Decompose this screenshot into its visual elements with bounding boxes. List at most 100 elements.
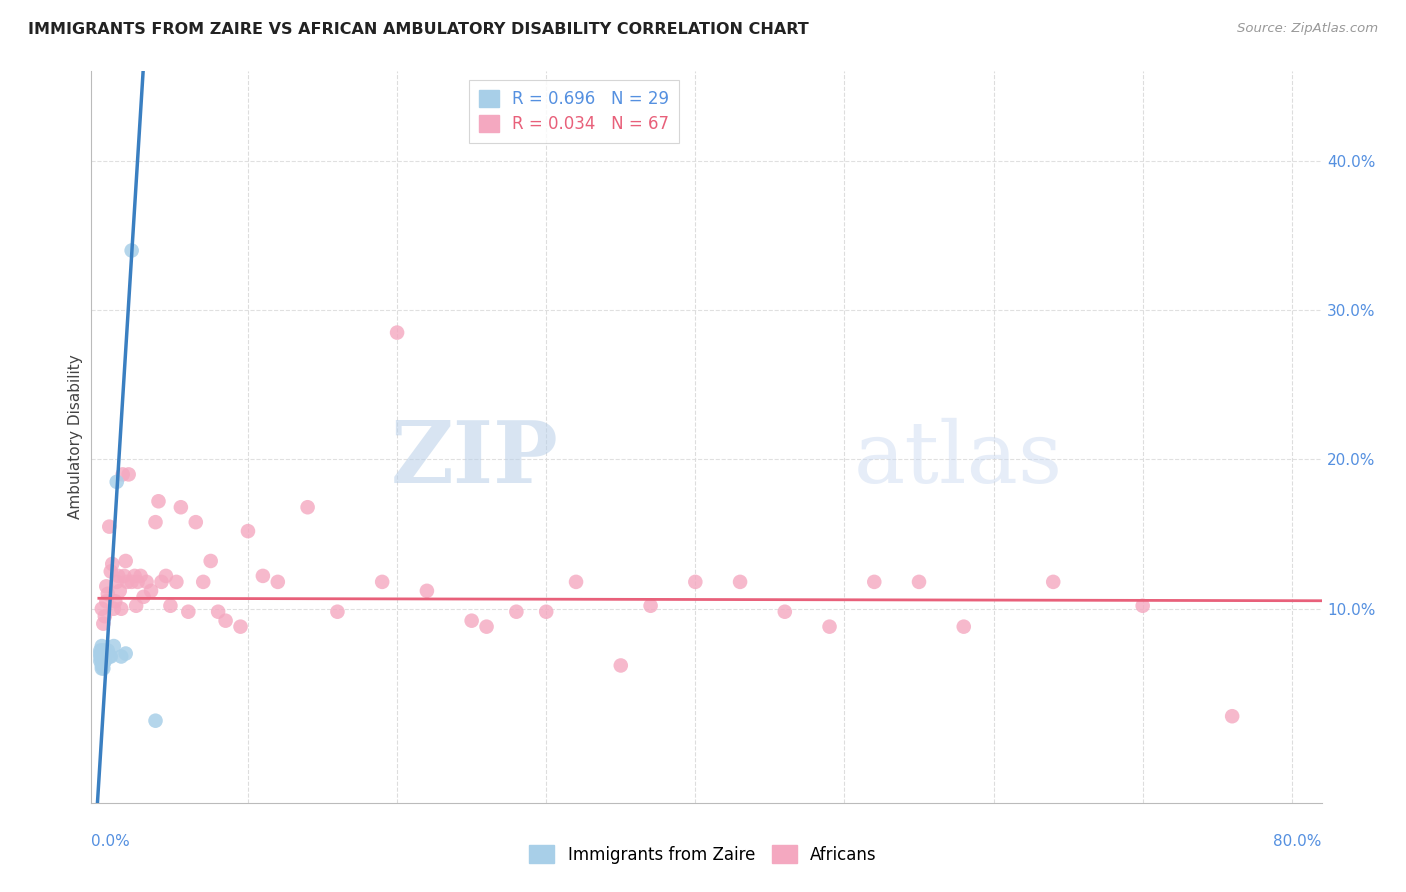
Text: Source: ZipAtlas.com: Source: ZipAtlas.com <box>1237 22 1378 36</box>
Point <box>150 574 173 589</box>
Point <box>267 574 290 589</box>
Point <box>145 515 167 529</box>
Point <box>121 244 143 258</box>
Point <box>148 494 170 508</box>
Legend: Immigrants from Zaire, Africans: Immigrants from Zaire, Africans <box>523 838 883 871</box>
Point <box>159 599 181 613</box>
Point <box>118 467 141 482</box>
Point <box>112 569 135 583</box>
Point <box>97 643 120 657</box>
Point <box>94 609 117 624</box>
Point <box>89 643 111 657</box>
Point <box>818 620 841 634</box>
Point <box>640 599 662 613</box>
Point <box>114 554 136 568</box>
Point <box>326 605 349 619</box>
Point <box>98 649 121 664</box>
Point <box>124 569 146 583</box>
Point <box>1042 574 1064 589</box>
Point <box>297 500 319 515</box>
Point <box>103 639 125 653</box>
Point <box>96 579 118 593</box>
Point <box>100 565 122 579</box>
Point <box>184 515 207 529</box>
Point <box>170 500 193 515</box>
Point <box>94 643 117 657</box>
Point <box>155 569 177 583</box>
Point <box>132 590 155 604</box>
Point <box>252 569 274 583</box>
Point <box>229 620 252 634</box>
Point <box>145 714 167 728</box>
Point <box>1220 709 1243 723</box>
Point <box>728 574 751 589</box>
Point <box>90 658 112 673</box>
Point <box>89 647 111 661</box>
Point <box>107 569 129 583</box>
Point <box>177 605 200 619</box>
Text: IMMIGRANTS FROM ZAIRE VS AFRICAN AMBULATORY DISABILITY CORRELATION CHART: IMMIGRANTS FROM ZAIRE VS AFRICAN AMBULAT… <box>28 22 808 37</box>
Point <box>236 524 259 538</box>
Point <box>139 583 162 598</box>
Point <box>908 574 931 589</box>
Point <box>91 616 114 631</box>
Point <box>90 661 112 675</box>
Point <box>610 658 633 673</box>
Point <box>371 574 394 589</box>
Point <box>104 594 127 608</box>
Point <box>98 519 121 533</box>
Point <box>96 647 118 661</box>
Y-axis label: Ambulatory Disability: Ambulatory Disability <box>67 355 83 519</box>
Point <box>165 574 187 589</box>
Point <box>96 594 118 608</box>
Point <box>685 574 707 589</box>
Point <box>105 475 128 489</box>
Point <box>97 587 120 601</box>
Point <box>114 647 136 661</box>
Point <box>207 605 229 619</box>
Point <box>115 574 138 589</box>
Point <box>505 605 527 619</box>
Point <box>460 614 482 628</box>
Point <box>101 557 124 571</box>
Point <box>108 583 131 598</box>
Text: 0.0%: 0.0% <box>91 834 131 848</box>
Point <box>90 601 112 615</box>
Point <box>127 574 149 589</box>
Point <box>475 620 498 634</box>
Point <box>91 661 114 675</box>
Point <box>773 605 796 619</box>
Point <box>121 574 143 589</box>
Point <box>91 647 114 661</box>
Point <box>110 649 132 664</box>
Point <box>129 569 152 583</box>
Point <box>193 574 215 589</box>
Point <box>110 601 132 615</box>
Point <box>105 574 128 589</box>
Point <box>1132 599 1154 613</box>
Point <box>214 614 236 628</box>
Point <box>90 639 112 653</box>
Point <box>91 654 114 668</box>
Point <box>385 326 408 340</box>
Point <box>103 601 125 615</box>
Point <box>94 654 117 668</box>
Point <box>91 649 114 664</box>
Point <box>91 657 114 671</box>
Point <box>89 649 111 664</box>
Point <box>135 574 157 589</box>
Point <box>100 649 122 664</box>
Point <box>111 467 134 482</box>
Legend: R = 0.696   N = 29, R = 0.034   N = 67: R = 0.696 N = 29, R = 0.034 N = 67 <box>468 79 679 143</box>
Point <box>94 649 117 664</box>
Point <box>90 651 112 665</box>
Point <box>416 583 439 598</box>
Point <box>89 654 111 668</box>
Point <box>534 605 557 619</box>
Point <box>90 654 112 668</box>
Point <box>200 554 222 568</box>
Point <box>90 647 112 661</box>
Text: 80.0%: 80.0% <box>1274 834 1322 848</box>
Point <box>565 574 588 589</box>
Text: atlas: atlas <box>853 417 1063 500</box>
